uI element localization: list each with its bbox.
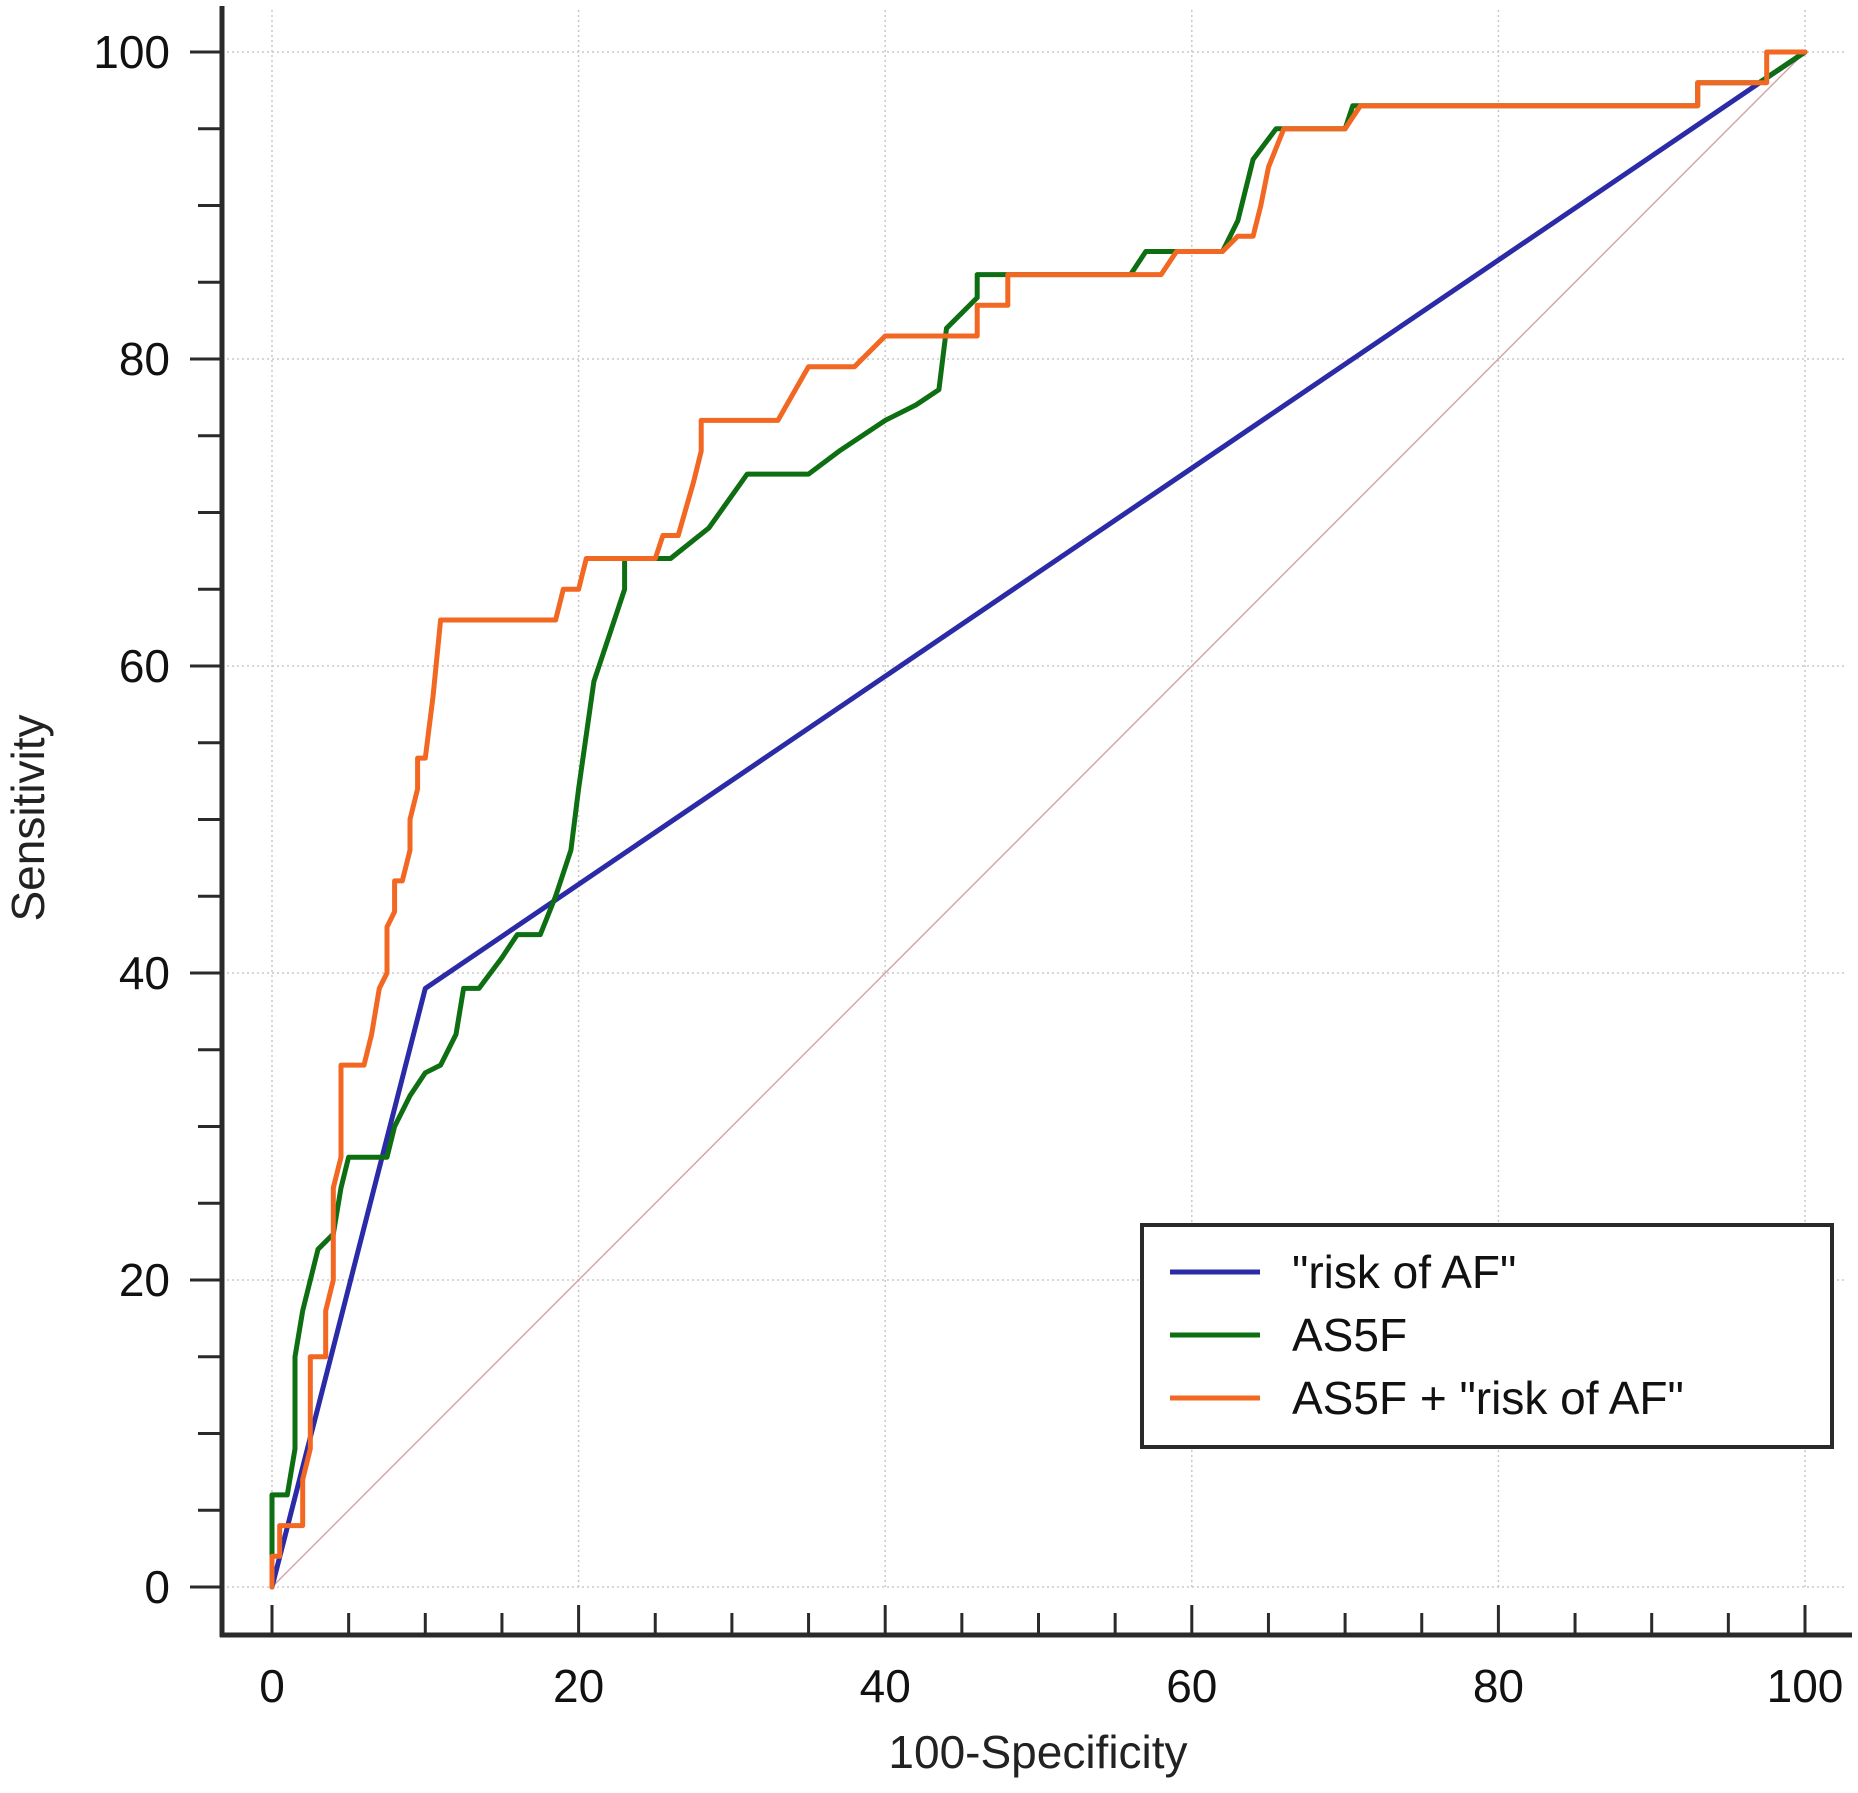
reference-diagonal [271,51,1806,1588]
legend-label-1: AS5F [1292,1309,1407,1361]
series-line-2 [269,49,1808,1590]
legend-label-0: "risk of AF" [1292,1246,1516,1298]
series-layer [269,49,1808,1590]
y-tick-label: 40 [119,947,170,999]
y-tick-label: 100 [93,26,170,78]
x-tick-label: 40 [860,1660,911,1712]
x-axis-title: 100-Specificity [888,1726,1187,1778]
x-tick-label: 100 [1767,1660,1844,1712]
x-tick-label: 60 [1166,1660,1217,1712]
legend-label-2: AS5F + "risk of AF" [1292,1372,1684,1424]
x-tick-label: 20 [553,1660,604,1712]
axes [190,6,1852,1638]
series-line-1 [269,49,1808,1590]
x-tick-label: 0 [259,1660,285,1712]
y-tick-label: 80 [119,333,170,385]
x-tick-labels: 0 20 40 60 80 100 [259,1660,1843,1712]
y-tick-label: 60 [119,640,170,692]
series-line-0 [269,49,1808,1590]
y-tick-labels: 0 20 40 60 80 100 [93,26,170,1613]
grid [222,10,1845,1588]
legend: "risk of AF" AS5F AS5F + "risk of AF" [1140,1223,1834,1449]
y-tick-label: 0 [144,1561,170,1613]
y-axis-title: Sensitivity [2,714,54,921]
x-tick-label: 80 [1473,1660,1524,1712]
y-tick-label: 20 [119,1254,170,1306]
